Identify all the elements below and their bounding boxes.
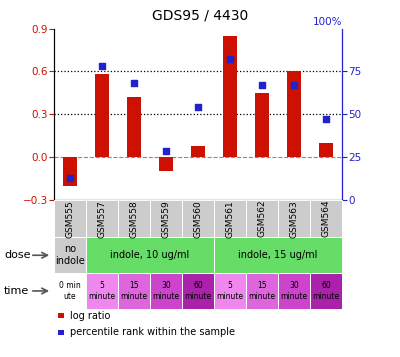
Text: 5
minute: 5 minute <box>88 281 116 301</box>
Text: GSM561: GSM561 <box>226 200 234 237</box>
Point <box>67 175 73 181</box>
Text: 60
minute: 60 minute <box>184 281 212 301</box>
Text: no
indole: no indole <box>55 245 85 266</box>
Text: 30
minute: 30 minute <box>280 281 308 301</box>
Text: 15
minute: 15 minute <box>120 281 148 301</box>
Text: 15
minute: 15 minute <box>248 281 276 301</box>
Text: GSM559: GSM559 <box>162 200 170 237</box>
Text: GSM563: GSM563 <box>290 200 298 237</box>
Point <box>131 81 137 86</box>
Text: 100%: 100% <box>312 17 342 27</box>
Bar <box>287 71 301 157</box>
Text: GSM562: GSM562 <box>258 200 266 237</box>
Point <box>323 116 329 122</box>
Bar <box>255 93 269 157</box>
Text: time: time <box>4 286 29 296</box>
Text: GSM558: GSM558 <box>130 200 138 237</box>
Point <box>195 105 201 110</box>
Text: 60
minute: 60 minute <box>312 281 340 301</box>
Point <box>163 148 169 154</box>
Bar <box>223 36 237 157</box>
Text: 30
minute: 30 minute <box>152 281 180 301</box>
Text: indole, 10 ug/ml: indole, 10 ug/ml <box>110 250 190 260</box>
Text: GSM555: GSM555 <box>66 200 74 237</box>
Point <box>259 82 265 88</box>
Bar <box>63 157 77 186</box>
Bar <box>191 146 205 157</box>
Text: 0 min
ute: 0 min ute <box>59 281 81 301</box>
Text: dose: dose <box>4 250 30 260</box>
Point <box>227 56 233 62</box>
Point <box>99 64 105 69</box>
Text: 5
minute: 5 minute <box>216 281 244 301</box>
Text: percentile rank within the sample: percentile rank within the sample <box>70 327 234 337</box>
Text: log ratio: log ratio <box>70 311 110 321</box>
Text: GDS95 / 4430: GDS95 / 4430 <box>152 9 248 23</box>
Text: GSM560: GSM560 <box>194 200 202 237</box>
Bar <box>95 74 109 157</box>
Bar <box>319 143 333 157</box>
Text: GSM557: GSM557 <box>98 200 106 237</box>
Point <box>291 82 297 88</box>
Text: indole, 15 ug/ml: indole, 15 ug/ml <box>238 250 318 260</box>
Bar <box>127 97 141 157</box>
Bar <box>159 157 173 171</box>
Text: GSM564: GSM564 <box>322 200 330 237</box>
